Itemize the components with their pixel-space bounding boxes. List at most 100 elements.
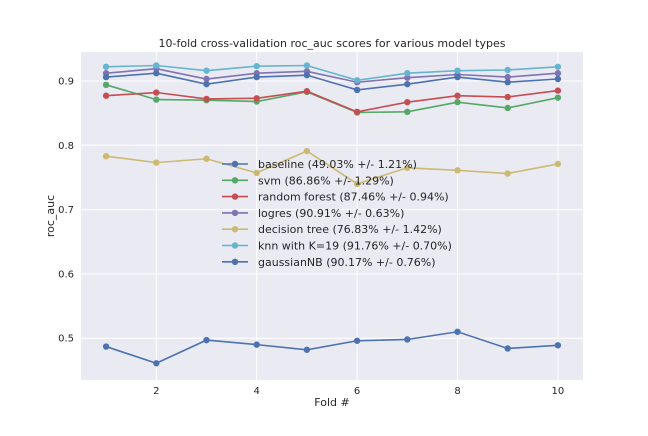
legend-label: gaussianNB (90.17% +/- 0.76%) bbox=[258, 256, 436, 269]
data-point bbox=[153, 89, 160, 96]
data-point bbox=[203, 80, 210, 88]
legend-marker bbox=[231, 258, 239, 265]
x-tick-label: 8 bbox=[454, 386, 460, 397]
legend-label: decision tree (76.83% +/- 1.42%) bbox=[258, 223, 442, 236]
series-line bbox=[106, 67, 558, 84]
series bbox=[102, 87, 562, 116]
legend-marker bbox=[231, 160, 239, 168]
data-point bbox=[153, 70, 160, 77]
legend-item: logres (90.91% +/- 0.63%) bbox=[222, 207, 404, 220]
data-point bbox=[454, 328, 461, 335]
legend-item: gaussianNB (90.17% +/- 0.76%) bbox=[222, 256, 436, 269]
legend-item: random forest (87.46% +/- 0.94%) bbox=[222, 191, 449, 204]
data-point bbox=[454, 167, 461, 174]
data-point bbox=[353, 108, 361, 116]
data-point bbox=[102, 81, 110, 89]
data-point bbox=[303, 346, 311, 353]
legend-marker bbox=[231, 177, 239, 184]
data-point bbox=[303, 88, 311, 95]
data-point bbox=[353, 337, 361, 344]
series-line bbox=[105, 330, 558, 365]
legend-label: logres (90.91% +/- 0.63%) bbox=[258, 207, 404, 220]
x-tick-labels: 2 4 6 8 10 bbox=[153, 386, 564, 397]
data-point bbox=[203, 95, 210, 103]
data-point bbox=[203, 75, 210, 83]
data-point bbox=[504, 345, 511, 352]
chart-title: 10-fold cross-validation roc_auc scores … bbox=[159, 37, 506, 50]
data-point bbox=[203, 336, 210, 344]
series-line bbox=[106, 89, 559, 113]
y-tick-labels: 0.5 0.6 0.7 0.8 0.9 bbox=[58, 76, 74, 344]
legend-label: baseline (49.03% +/- 1.21%) bbox=[258, 158, 417, 171]
legend: baseline (49.03% +/- 1.21%) svm (86.86% +… bbox=[222, 158, 452, 269]
legend-item: decision tree (76.83% +/- 1.42%) bbox=[222, 223, 442, 236]
y-tick-label: 0.5 bbox=[58, 334, 74, 345]
data-point bbox=[404, 108, 411, 116]
data-point bbox=[454, 92, 461, 99]
data-point bbox=[554, 342, 562, 349]
data-point bbox=[554, 75, 562, 83]
data-point bbox=[404, 74, 411, 81]
legend-marker bbox=[231, 226, 239, 233]
data-point bbox=[554, 94, 562, 101]
data-point bbox=[253, 169, 260, 177]
x-axis-label: Fold # bbox=[314, 396, 349, 409]
y-tick-label: 0.7 bbox=[58, 205, 74, 216]
data-point bbox=[253, 95, 260, 102]
y-tick-label: 0.8 bbox=[58, 141, 74, 152]
legend-item: svm (86.86% +/- 1.29%) bbox=[222, 174, 394, 187]
data-point bbox=[203, 155, 210, 162]
data-point bbox=[153, 360, 160, 367]
data-point bbox=[504, 79, 511, 86]
data-point bbox=[554, 70, 562, 77]
data-point bbox=[353, 77, 361, 84]
series bbox=[102, 70, 562, 94]
legend-marker bbox=[231, 242, 239, 249]
y-tick-label: 0.6 bbox=[58, 269, 74, 280]
data-point bbox=[303, 62, 311, 69]
y-axis-label: roc_auc bbox=[44, 195, 57, 237]
data-point bbox=[153, 62, 160, 69]
data-point bbox=[253, 341, 260, 348]
y-tick-label: 0.9 bbox=[58, 76, 74, 87]
x-tick-label: 2 bbox=[153, 386, 159, 397]
data-point bbox=[504, 66, 511, 74]
legend-item: knn with K=19 (91.76% +/- 0.70%) bbox=[222, 240, 452, 253]
series-line bbox=[106, 72, 558, 91]
data-point bbox=[554, 160, 562, 168]
data-point bbox=[404, 80, 411, 88]
series-line bbox=[106, 64, 558, 82]
data-point bbox=[153, 159, 160, 166]
data-point bbox=[454, 73, 461, 81]
data-point bbox=[454, 67, 461, 74]
series-line bbox=[105, 150, 559, 185]
data-point bbox=[404, 70, 411, 77]
data-point bbox=[504, 170, 511, 177]
data-point bbox=[102, 343, 110, 350]
x-tick-label: 10 bbox=[552, 386, 565, 397]
data-point bbox=[102, 63, 110, 70]
data-point bbox=[504, 73, 511, 81]
legend-label: random forest (87.46% +/- 0.94%) bbox=[258, 191, 449, 204]
data-point bbox=[102, 92, 110, 99]
legend-label: svm (86.86% +/- 1.29%) bbox=[258, 174, 394, 187]
data-point bbox=[303, 71, 311, 79]
data-point bbox=[404, 164, 411, 171]
data-point bbox=[454, 98, 461, 106]
legend-item: baseline (49.03% +/- 1.21%) bbox=[222, 158, 417, 171]
data-point bbox=[203, 67, 210, 74]
data-point bbox=[554, 87, 562, 94]
series bbox=[102, 62, 562, 84]
data-point bbox=[404, 336, 411, 343]
data-point bbox=[404, 98, 411, 106]
legend-marker bbox=[231, 209, 239, 217]
data-point bbox=[253, 62, 260, 70]
data-point bbox=[504, 93, 511, 101]
series bbox=[102, 328, 562, 367]
data-point bbox=[504, 104, 511, 112]
data-point bbox=[303, 147, 311, 155]
data-point bbox=[353, 180, 361, 188]
data-point bbox=[153, 96, 160, 103]
